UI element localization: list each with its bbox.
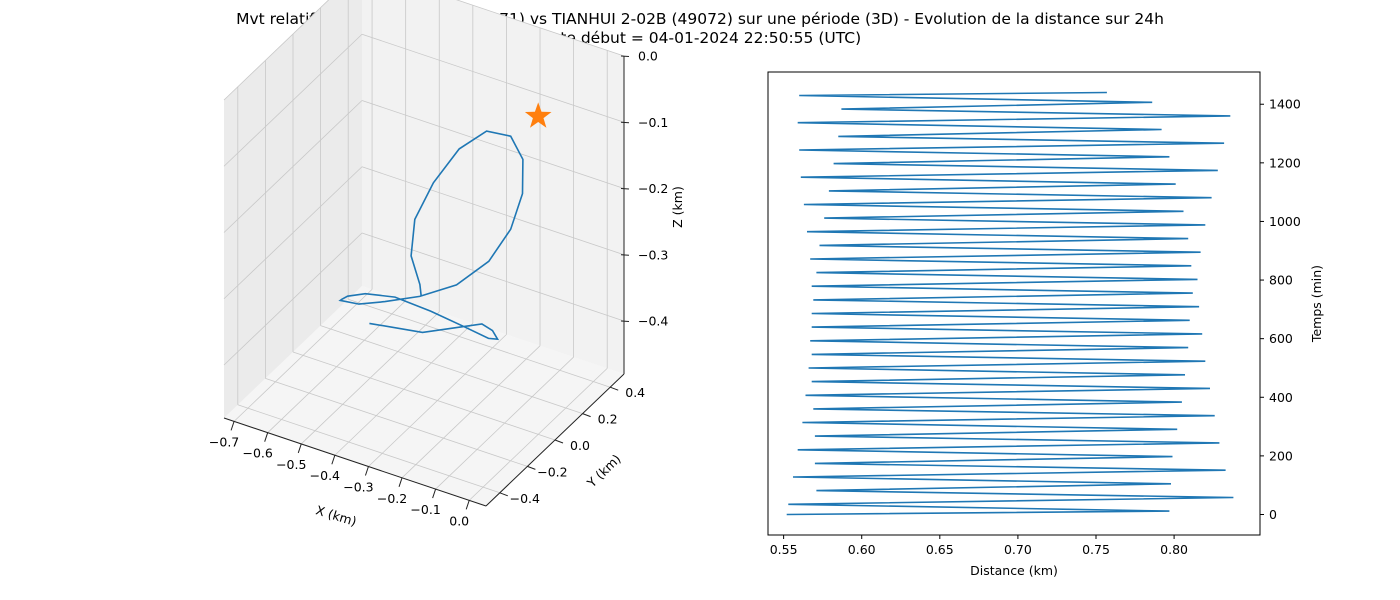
chart-distance-time: 0.55 0.60 0.65 0.70 0.75 0.80 0 200 400 600 800 10… bbox=[767, 71, 1324, 578]
z-axis-label: Z (km) bbox=[670, 186, 685, 228]
z-tick-mark bbox=[620, 320, 630, 322]
y-tick-label: 1000 bbox=[1269, 214, 1301, 229]
grid-line bbox=[223, 166, 363, 300]
y-tick-label: −0.4 bbox=[510, 491, 540, 506]
z-tick-label: −0.3 bbox=[638, 247, 668, 262]
pane-back bbox=[362, 0, 624, 374]
x-tick-mark bbox=[465, 500, 470, 510]
y-tick-label: 1400 bbox=[1269, 97, 1301, 112]
y-axis-label: Y (km) bbox=[583, 451, 623, 491]
grid-line bbox=[292, 351, 556, 441]
x-tick-label: 0.65 bbox=[926, 542, 954, 557]
y-tick-mark bbox=[527, 465, 536, 470]
chart-3d-trajectory: −0.7−0.6−0.5−0.4−0.3−0.2−0.10.0 −0.4−0.2… bbox=[209, 0, 685, 529]
trajectory-line bbox=[338, 130, 524, 341]
grid-line bbox=[223, 33, 363, 167]
x-tick-label: −0.5 bbox=[276, 457, 306, 472]
x-ticks-3d: −0.7−0.6 −0.5 −0.4−0.3 −0.2−0.1 0.0 bbox=[209, 421, 470, 528]
z-tick-label: 0.0 bbox=[638, 49, 658, 64]
y-tick-label: 600 bbox=[1269, 331, 1293, 346]
x-tick-label: 0.60 bbox=[848, 542, 876, 557]
x-tick-label: 0.0 bbox=[449, 513, 469, 528]
grid-line bbox=[361, 100, 625, 189]
x-tick-mark bbox=[331, 455, 336, 465]
grid-line bbox=[361, 166, 625, 256]
z-tick-label: −0.1 bbox=[638, 115, 668, 130]
grid-line bbox=[223, 232, 363, 366]
x-tick-label: −0.3 bbox=[343, 480, 373, 495]
x-tick-label: −0.6 bbox=[242, 446, 272, 461]
y-tick-label: 0.0 bbox=[570, 438, 590, 453]
x-axis-label: X (km) bbox=[314, 502, 358, 529]
y-tick-label: 200 bbox=[1269, 448, 1293, 463]
z-tick-mark bbox=[620, 188, 630, 190]
z-tick-label: −0.4 bbox=[638, 314, 668, 329]
y-tick-mark bbox=[610, 386, 619, 391]
grid-line bbox=[265, 378, 528, 467]
x-tick-mark bbox=[230, 421, 235, 431]
y-tick-label: 0 bbox=[1269, 507, 1277, 522]
plot-frame bbox=[767, 71, 1261, 536]
x-tick-mark bbox=[364, 466, 369, 476]
figure-subtitle: Date début = 04-01-2024 22:50:55 (UTC) bbox=[538, 29, 862, 47]
x-tick-label: −0.1 bbox=[410, 502, 440, 517]
grid-line bbox=[361, 33, 625, 123]
x-tick-label: −0.7 bbox=[209, 434, 239, 449]
y-tick-mark bbox=[582, 413, 591, 418]
grid-line bbox=[223, 0, 330, 101]
y-tick-label: 0.4 bbox=[625, 385, 645, 400]
y-tick-label: −0.2 bbox=[537, 464, 567, 479]
z-tick-mark bbox=[620, 55, 630, 57]
grid-line bbox=[456, 0, 625, 57]
y-ticks-3d: −0.4 −0.20.0 0.2 0.4 bbox=[499, 385, 645, 506]
x-tick-label: 0.70 bbox=[1004, 542, 1032, 557]
x-tick-mark bbox=[398, 477, 403, 487]
y-tick-label: 1200 bbox=[1269, 155, 1301, 170]
x-tick-mark bbox=[432, 488, 437, 499]
grid-line bbox=[348, 298, 611, 388]
x-tick-mark bbox=[264, 432, 269, 442]
z-ticks-3d: 0.0 −0.1 −0.2 −0.3 −0.4 bbox=[620, 49, 668, 329]
grid-line bbox=[237, 404, 500, 494]
y-ticks-2d: 0 200 400 600 800 1000 1200 1400 bbox=[1260, 97, 1301, 522]
grid-line bbox=[223, 100, 363, 233]
x-tick-label: 0.75 bbox=[1082, 542, 1110, 557]
grid-line bbox=[320, 325, 583, 414]
z-tick-label: −0.2 bbox=[638, 181, 668, 196]
y-tick-label: 0.2 bbox=[598, 412, 618, 427]
x-ticks-2d: 0.55 0.60 0.65 0.70 0.75 0.80 bbox=[770, 535, 1188, 557]
x-axis-label-distance: Distance (km) bbox=[970, 563, 1058, 578]
x-tick-mark bbox=[297, 443, 302, 454]
grid-line bbox=[361, 232, 625, 322]
x-tick-label: −0.4 bbox=[310, 468, 340, 483]
z-tick-mark bbox=[620, 121, 630, 124]
grid-3d bbox=[223, 0, 625, 501]
x-tick-label: −0.2 bbox=[377, 491, 407, 506]
y-axis-label-time: Temps (min) bbox=[1309, 265, 1324, 343]
z-tick-mark bbox=[620, 254, 630, 256]
y-tick-label: 800 bbox=[1269, 273, 1293, 288]
origin-star-marker bbox=[524, 102, 552, 128]
y-tick-label: 400 bbox=[1269, 390, 1293, 405]
x-tick-label: 0.55 bbox=[770, 542, 798, 557]
y-tick-mark bbox=[499, 492, 508, 497]
y-tick-mark bbox=[554, 439, 564, 444]
x-tick-label: 0.80 bbox=[1160, 542, 1188, 557]
distance-series-line bbox=[786, 91, 1234, 516]
